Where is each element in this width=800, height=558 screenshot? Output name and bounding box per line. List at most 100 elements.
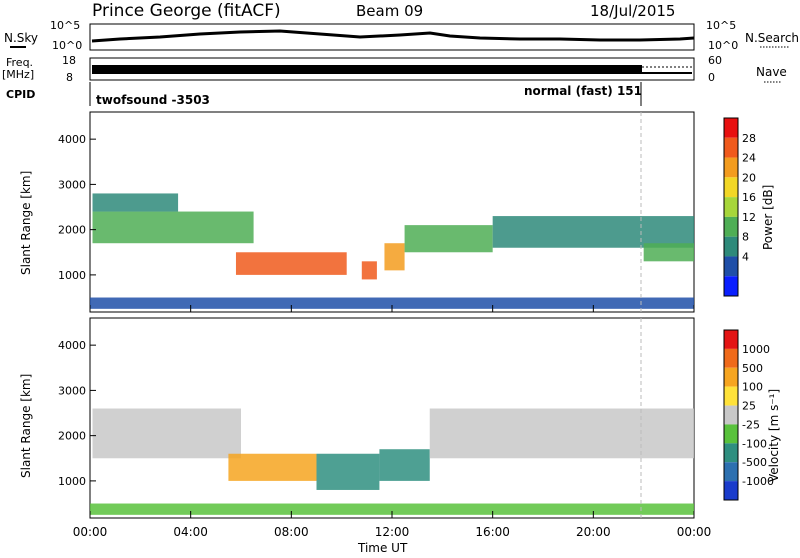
- velocity-region-0: [92, 408, 242, 459]
- date-title: 18/Jul/2015: [590, 2, 675, 20]
- freq-series: [92, 65, 642, 74]
- nave-label: Nave: [756, 65, 787, 79]
- velocity-colorbar-label: Velocity [m s⁻¹]: [767, 389, 781, 482]
- beam-title: Beam 09: [356, 2, 423, 20]
- velocity-colorbar-swatch-4: [724, 405, 738, 425]
- velocity-colorbar-swatch-3: [724, 386, 738, 406]
- velocity-colorbar-tick-1: 500: [742, 362, 763, 375]
- freq-unit: [MHz]: [2, 68, 34, 81]
- velocity-region-2: [316, 453, 380, 490]
- power-colorbar-tick-1: 24: [742, 152, 756, 165]
- velocity-colorbar-swatch-6: [724, 443, 738, 463]
- velocity-colorbar-swatch-2: [724, 367, 738, 387]
- nsky-label: N.Sky: [4, 31, 38, 45]
- power-colorbar-tick-2: 20: [742, 171, 756, 184]
- x-tick-label-6: 00:00: [677, 525, 712, 539]
- velocity-colorbar-swatch-8: [724, 481, 738, 500]
- power-colorbar-swatch-1: [724, 137, 738, 158]
- nsky-series: [91, 29, 695, 43]
- y-tick-label-2: 3000: [58, 384, 86, 397]
- power-colorbar-swatch-7: [724, 256, 738, 277]
- freq-tick-bottom: 8: [66, 71, 73, 84]
- power-colorbar-tick-4: 12: [742, 211, 756, 224]
- nsearch-tick-top: 10^5: [706, 19, 736, 32]
- power-colorbar-tick-3: 16: [742, 191, 756, 204]
- power-colorbar-swatch-8: [724, 276, 738, 296]
- nsky-tick-bottom: 10^0: [52, 39, 82, 52]
- x-tick-label-0: 00:00: [73, 525, 108, 539]
- velocity-ylabel: Slant Range [km]: [19, 374, 33, 478]
- velocity-colorbar-tick-0: 1000: [742, 343, 770, 356]
- power-colorbar-tick-0: 28: [742, 132, 756, 145]
- x-axis-ticks: 00:00 04:00 08:00 12:00 16:00 20:00 00:00: [73, 305, 712, 539]
- velocity-colorbar-tick-4: -25: [742, 418, 760, 431]
- nave-tick-bottom: 0: [708, 71, 715, 84]
- velocity-panel: [89, 317, 695, 519]
- power-colorbar-swatch-6: [724, 236, 738, 257]
- power-region-1: [92, 193, 179, 212]
- nsky-tick-top: 10^5: [50, 19, 80, 32]
- y-tick-label-1: 2000: [58, 224, 86, 237]
- velocity-region-4: [429, 408, 694, 459]
- power-region-4: [384, 243, 405, 271]
- velocity-colorbar-tick-6: -500: [742, 456, 767, 469]
- nsearch-tick-bottom: 10^0: [708, 39, 738, 52]
- y-tick-label-1: 2000: [58, 430, 86, 443]
- velocity-cells: [90, 408, 694, 515]
- cpid-segment-1: twofsound -3503: [96, 93, 210, 107]
- power-region-5: [404, 225, 493, 253]
- velocity-colorbar-tick-2: 100: [742, 381, 763, 394]
- power-region-2: [235, 252, 347, 275]
- velocity-yticks: 1000 2000 3000 4000: [58, 339, 96, 488]
- velocity-colorbar-frame: [723, 329, 739, 501]
- freq-panel: [89, 57, 695, 81]
- y-tick-label-3: 4000: [58, 339, 86, 352]
- y-tick-label-3: 4000: [58, 133, 86, 146]
- nsearch-label: N.Search: [745, 31, 799, 45]
- x-tick-label-2: 08:00: [274, 525, 309, 539]
- x-tick-label-1: 04:00: [173, 525, 208, 539]
- velocity-colorbar-swatch-5: [724, 424, 738, 444]
- nave-tick-top: 60: [708, 54, 722, 67]
- x-tick-label-3: 12:00: [375, 525, 410, 539]
- velocity-colorbar-tick-5: -100: [742, 437, 767, 450]
- power-yticks: 1000 2000 3000 4000: [58, 133, 96, 282]
- velocity-region-3: [379, 449, 430, 481]
- power-colorbar-swatch-0: [724, 118, 738, 138]
- power-cells: [90, 193, 694, 309]
- velocity-colorbar: 1000 500 100 25 -25 -100 -500 -1000: [723, 329, 774, 501]
- nsky-panel: [89, 23, 695, 51]
- velocity-colorbar-swatch-1: [724, 348, 738, 368]
- power-colorbar-swatch-2: [724, 157, 738, 178]
- velocity-region-1: [228, 453, 317, 481]
- power-colorbar-label: Power [dB]: [761, 185, 775, 250]
- freq-tick-top: 18: [62, 54, 76, 67]
- power-region-8: [90, 297, 694, 309]
- power-region-6: [492, 216, 694, 248]
- y-tick-label-2: 3000: [58, 178, 86, 191]
- y-tick-label-0: 1000: [58, 475, 86, 488]
- power-panel: [89, 111, 695, 313]
- cpid-segment-2: normal (fast) 151: [524, 84, 642, 98]
- power-colorbar: 28 24 20 16 12 8 4: [723, 117, 756, 297]
- velocity-colorbar-swatch-0: [724, 330, 738, 349]
- x-tick-label-5: 20:00: [576, 525, 611, 539]
- x-axis-label: Time UT: [357, 541, 408, 554]
- power-region-0: [92, 211, 254, 244]
- power-colorbar-tick-5: 8: [742, 231, 749, 244]
- power-region-3: [361, 261, 377, 280]
- velocity-region-5: [90, 503, 694, 515]
- station-title: Prince George (fitACF): [92, 1, 281, 21]
- x-tick-label-4: 16:00: [475, 525, 510, 539]
- power-ylabel: Slant Range [km]: [19, 171, 33, 275]
- power-colorbar-swatch-4: [724, 197, 738, 217]
- power-colorbar-swatch-5: [724, 216, 738, 237]
- power-colorbar-tick-6: 4: [742, 250, 749, 263]
- velocity-colorbar-tick-7: -1000: [742, 475, 774, 488]
- velocity-colorbar-tick-3: 25: [742, 400, 756, 413]
- velocity-colorbar-swatch-7: [724, 462, 738, 482]
- power-colorbar-swatch-3: [724, 177, 738, 198]
- freq-label: Freq.: [6, 56, 33, 69]
